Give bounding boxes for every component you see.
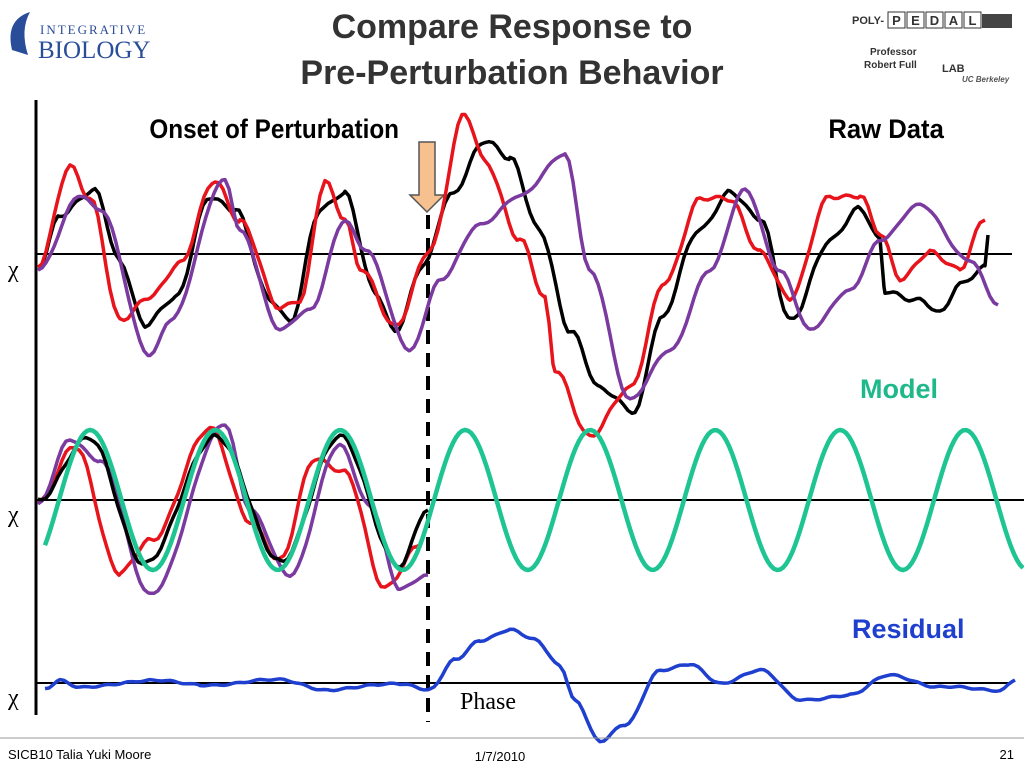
logo-letter: L	[969, 13, 977, 28]
logo-box	[906, 11, 925, 29]
trace	[37, 139, 990, 416]
logo-text: UC Berkeley	[962, 75, 1010, 84]
logo-text: POLY-	[852, 15, 884, 27]
logo-box	[963, 11, 982, 29]
logo-text: Robert Full	[864, 60, 917, 71]
logo-text: Professor	[870, 47, 917, 58]
logo-letter: A	[949, 13, 959, 28]
axis-symbol: χ	[7, 685, 19, 711]
model-label: Model	[860, 374, 938, 404]
raw-label: Raw Data	[828, 113, 944, 144]
title: Pre-Perturbation Behavior	[300, 54, 723, 92]
logo-box	[944, 11, 963, 29]
trace	[36, 425, 421, 589]
trace	[37, 152, 999, 401]
footer-text: SICB10 Talia Yuki Moore	[8, 747, 151, 762]
footer-text: 1/7/2010	[475, 749, 526, 764]
model-curve	[42, 427, 1024, 573]
residual-label: Residual	[852, 614, 965, 644]
trace	[44, 627, 1016, 744]
title: Compare Response to	[332, 8, 693, 46]
axis-symbol: χ	[7, 502, 19, 528]
logo-text: BIOLOGY	[38, 37, 151, 64]
axis-symbol: χ	[7, 257, 19, 283]
onset-arrow	[408, 141, 446, 214]
left-logo: INTEGRATIVE BIOLOGY	[10, 12, 151, 64]
logo-box	[887, 11, 906, 29]
onset-label: Onset of Perturbation	[149, 115, 399, 144]
footer-text: 21	[1000, 747, 1014, 762]
logo-letter: D	[930, 13, 939, 28]
logo-letter: P	[892, 13, 901, 28]
logo-box	[925, 11, 944, 29]
logo-text: INTEGRATIVE	[40, 22, 147, 37]
trace	[36, 112, 986, 438]
logo-text: LAB	[942, 63, 965, 75]
phase-label: Phase	[460, 689, 516, 715]
logo-bar	[982, 14, 1012, 28]
logo-letter: E	[911, 13, 920, 28]
trace	[36, 423, 429, 596]
logo-mark	[10, 12, 30, 55]
